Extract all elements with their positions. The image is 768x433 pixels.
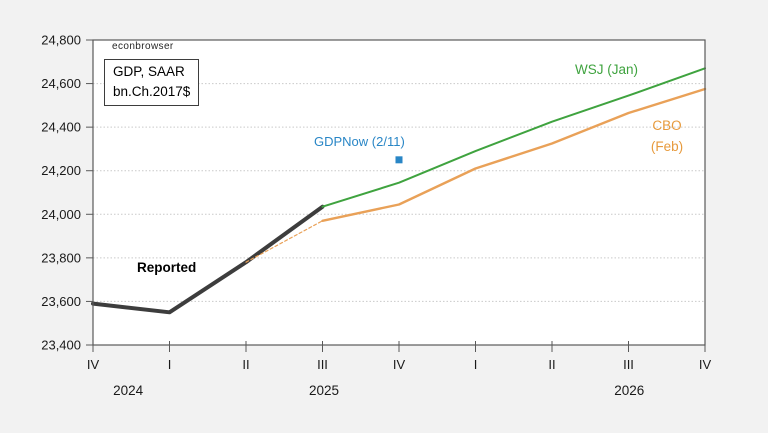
x-axis-year-label: 2024: [113, 383, 144, 398]
series-label-cbo-line2: (Feb): [650, 139, 684, 154]
watermark-econbrowser: econbrowser: [112, 41, 174, 52]
x-axis-year-label: 2025: [309, 383, 339, 398]
y-axis-tick-label: 23,600: [41, 294, 81, 309]
x-axis-tick-label: IV: [699, 357, 712, 372]
series-label-cbo: CBO (Feb): [637, 115, 697, 157]
y-axis-tick-label: 24,800: [41, 33, 81, 48]
x-axis-tick-label: I: [168, 357, 172, 372]
plot-border: [92, 39, 706, 346]
series-label-reported: Reported: [137, 260, 197, 275]
marker-gdpnow-2-11: [395, 156, 403, 164]
y-axis-tick-label: 24,200: [41, 163, 81, 178]
series-line-wsj-jan: [321, 67, 706, 208]
y-axis-tick-label: 24,000: [41, 207, 81, 222]
y-axis-tick-label: 23,400: [41, 338, 81, 353]
series-label-cbo-line1: CBO: [652, 118, 682, 133]
y-axis-tick-label: 24,600: [41, 76, 81, 91]
series-label-gdpnow: GDPNow (2/11): [314, 134, 405, 149]
x-axis-year-label: 2026: [614, 383, 644, 398]
unit-label-box: GDP, SAAR bn.Ch.2017$: [104, 59, 200, 106]
unit-label-line2: bn.Ch.2017$: [113, 84, 191, 99]
y-axis-tick-label: 24,400: [41, 120, 81, 135]
series-label-wsj: WSJ (Jan): [575, 62, 639, 77]
series-line-reported: [91, 204, 325, 315]
x-axis-tick-label: II: [548, 357, 555, 372]
unit-label-line1: GDP, SAAR: [113, 64, 185, 79]
x-axis-tick-label: IV: [87, 357, 100, 372]
x-axis-tick-label: I: [474, 357, 478, 372]
x-axis-tick-label: III: [623, 357, 634, 372]
x-axis-tick-label: II: [242, 357, 249, 372]
y-axis-tick-label: 23,800: [41, 250, 81, 265]
x-axis-tick-label: IV: [393, 357, 406, 372]
x-axis-tick-label: III: [317, 357, 328, 372]
series-line-cbo-dashed-lead-in: [245, 220, 324, 263]
series-line-cbo-feb: [321, 87, 707, 223]
